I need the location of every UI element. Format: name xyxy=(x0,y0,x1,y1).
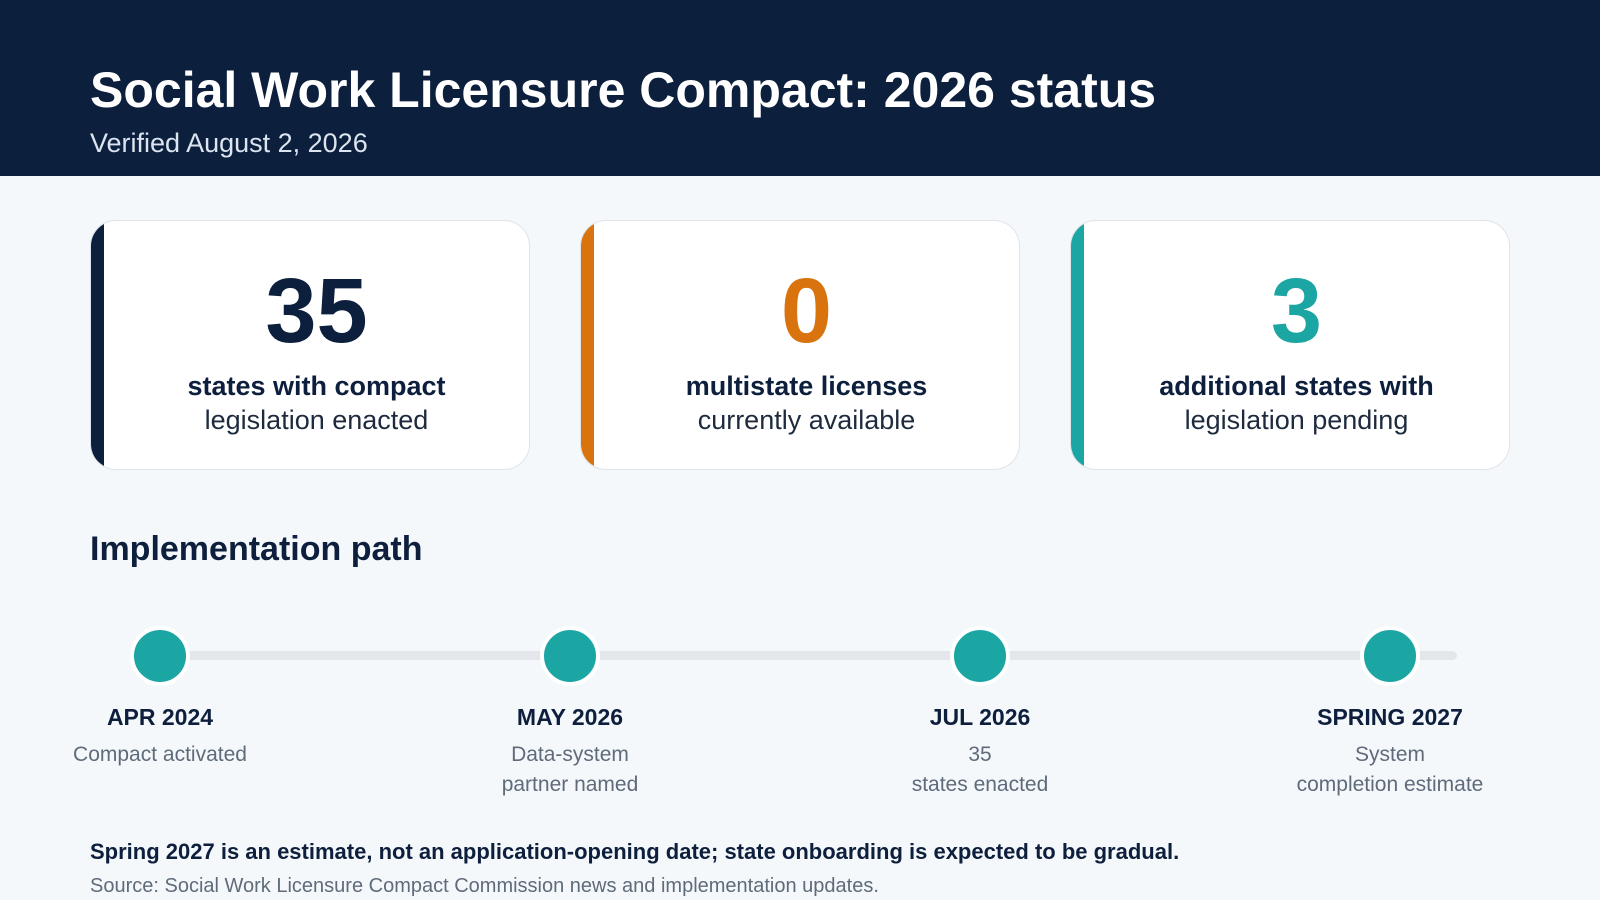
milestone-line: System xyxy=(1354,743,1425,766)
page-title: Social Work Licensure Compact: 2026 stat… xyxy=(90,62,1157,118)
milestone-line: completion estimate xyxy=(1296,773,1484,796)
milestone-description: System completion estimate xyxy=(1240,740,1540,800)
milestone-date: APR 2024 xyxy=(106,704,214,730)
milestone-dot xyxy=(950,626,1010,686)
source-citation: Source: Social Work Licensure Compact Co… xyxy=(90,875,879,897)
stat-label-strong: multistate licenses xyxy=(685,371,928,401)
timeline-track xyxy=(160,651,1457,660)
milestone-line: partner named xyxy=(501,773,639,796)
stat-card-pending-states: 3 additional states with legislation pen… xyxy=(1070,220,1510,470)
milestone-date: SPRING 2027 xyxy=(1317,704,1463,730)
stat-label: legislation enacted xyxy=(204,405,429,435)
stat-label-strong: additional states with xyxy=(1159,371,1434,401)
milestone-dot xyxy=(1360,626,1420,686)
page-header: Social Work Licensure Compact: 2026 stat… xyxy=(0,0,1600,176)
timeline-title: Implementation path xyxy=(90,530,423,568)
milestone-description: Data-system partner named xyxy=(420,740,720,800)
milestone-dot xyxy=(130,626,190,686)
milestone-dot xyxy=(540,626,600,686)
stat-card-multistate-licenses: 0 multistate licenses currently availabl… xyxy=(580,220,1020,470)
estimate-note: Spring 2027 is an estimate, not an appli… xyxy=(90,839,1180,864)
card-accent-stripe xyxy=(1071,221,1084,469)
stat-value: 35 xyxy=(265,260,368,362)
milestone-description: Compact activated xyxy=(10,740,310,770)
milestone-line: 35 xyxy=(968,743,992,766)
card-accent-stripe xyxy=(91,221,104,469)
stat-label: legislation pending xyxy=(1184,405,1409,435)
stat-label: currently available xyxy=(697,405,916,435)
milestone-line: Data-system xyxy=(511,743,629,766)
milestone-line: Compact activated xyxy=(73,743,247,766)
stat-value: 3 xyxy=(1270,260,1323,362)
card-accent-stripe xyxy=(581,221,594,469)
milestone-date: MAY 2026 xyxy=(516,704,624,730)
milestone-description: 35 states enacted xyxy=(830,740,1130,800)
stat-value: 0 xyxy=(780,260,833,362)
stat-card-states-enacted: 35 states with compact legislation enact… xyxy=(90,220,530,470)
stat-label-strong: states with compact xyxy=(187,371,446,401)
milestone-date: JUL 2026 xyxy=(929,704,1031,730)
milestone-line: states enacted xyxy=(911,773,1049,796)
verified-date: Verified August 2, 2026 xyxy=(90,128,368,158)
